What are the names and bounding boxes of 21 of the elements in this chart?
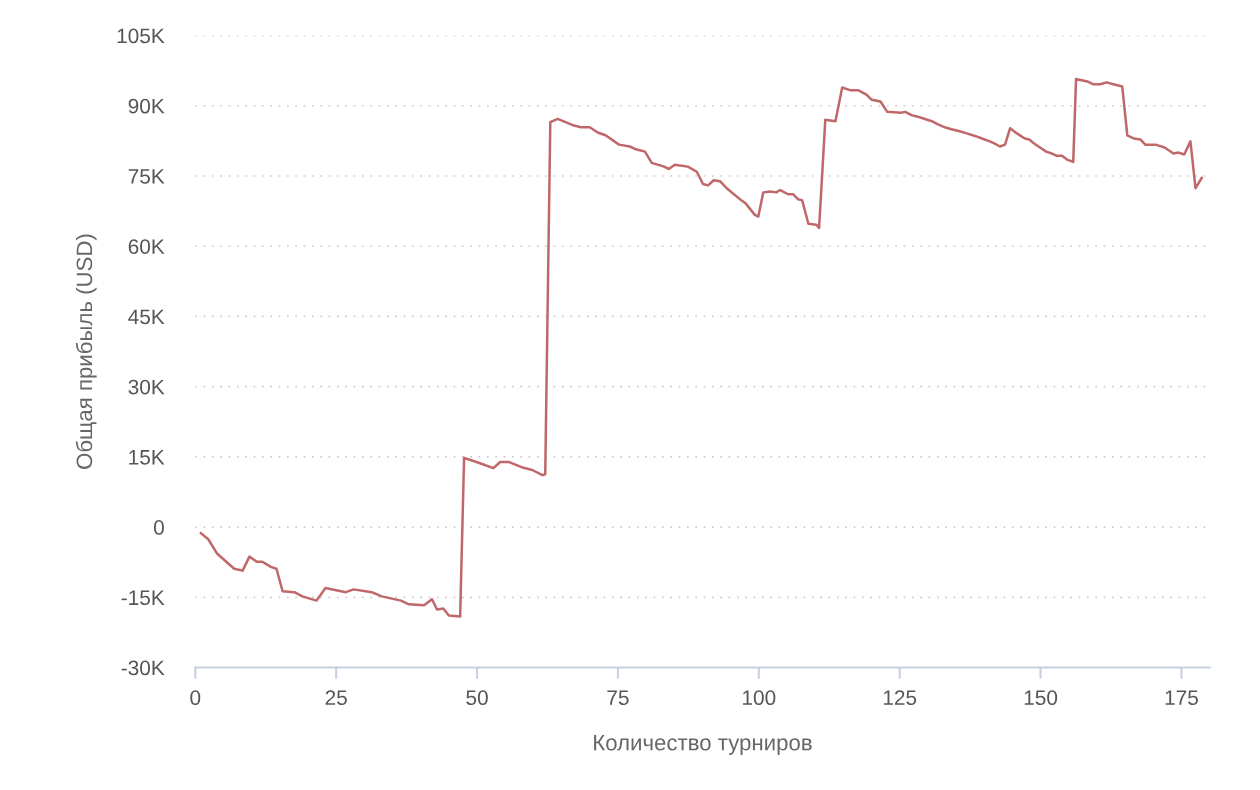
y-tick-label: 105K [117, 28, 165, 44]
x-tick-label: 175 [1165, 690, 1198, 706]
x-tick-label: 0 [190, 690, 201, 706]
y-tick-label: -15K [121, 590, 165, 606]
x-tick-label: 100 [743, 690, 776, 706]
y-tick-label: 60K [128, 239, 165, 254]
line-series [199, 77, 1203, 618]
x-tick-label: 150 [1024, 690, 1058, 706]
y-tick-label: 45K [128, 309, 165, 325]
y-tick-label: 75K [128, 169, 165, 184]
x-tick-label: 50 [466, 690, 488, 706]
y-tick-label: 15K [129, 450, 165, 465]
y-tick-label: 90K [128, 98, 165, 114]
y-tick-label: 30K [128, 379, 165, 395]
y-tick-label: 0 [153, 520, 164, 535]
x-tick-label: 75 [607, 690, 629, 706]
y-tick-label: -30K [121, 660, 165, 676]
x-axis-title: Количество турниров [594, 735, 812, 755]
x-tick-label: 25 [325, 690, 347, 706]
y-axis-title: Общая прибыль (USD) [75, 234, 97, 469]
x-tick-label: 125 [883, 690, 917, 706]
